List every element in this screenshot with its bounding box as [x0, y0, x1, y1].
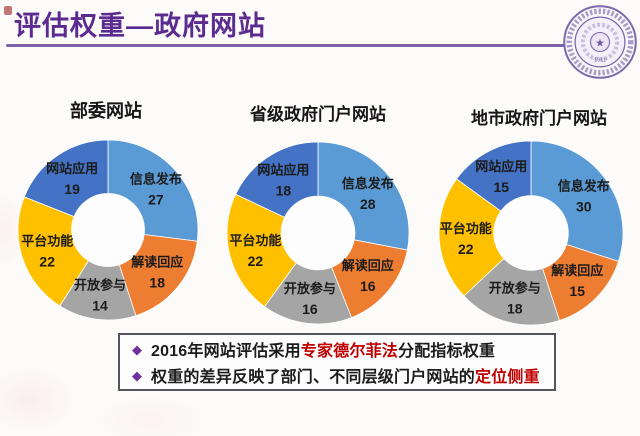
scan-artifact	[4, 6, 12, 15]
slice-label: 平台功能	[21, 234, 73, 249]
slice-label: 开放参与	[489, 280, 541, 295]
note-text: 2016年网站评估采用专家德尔菲法分配指标权重	[151, 337, 495, 361]
note-text: 权重的差异反映了部门、不同层级门户网站的定位侧重	[151, 363, 540, 387]
slice-value: 22	[248, 253, 264, 269]
seal-star-icon: ★	[595, 38, 605, 50]
donut-svg: 信息发布 28 解读回应 16 开放参与 16 平台功能 22 网站应用 18	[226, 141, 410, 325]
donut-svg: 信息发布 27 解读回应 18 开放参与 14 平台功能 22 网站应用 19	[17, 139, 199, 321]
diamond-bullet-icon: ◆	[132, 367, 142, 383]
note-segment-highlight: 定位侧重	[475, 369, 540, 386]
donut-chart-ministry: 信息发布 27 解读回应 18 开放参与 14 平台功能 22 网站应用 19	[0, 120, 218, 340]
university-seal-logo: ★ ·1911·	[563, 5, 637, 79]
donut-chart-provincial: 信息发布 28 解读回应 16 开放参与 16 平台功能 22 网站应用 18	[208, 123, 428, 343]
note-segment-highlight: 专家德尔菲法	[300, 343, 398, 360]
slice-value: 18	[276, 182, 292, 198]
donut-hole	[280, 195, 356, 271]
donut-svg: 信息发布 30 解读回应 15 开放参与 18 平台功能 22 网站应用 15	[438, 140, 624, 326]
donut-hole	[493, 195, 569, 271]
notes-box: ◆ 2016年网站评估采用专家德尔菲法分配指标权重 ◆ 权重的差异反映了部门、不…	[118, 333, 556, 391]
slice-label: 网站应用	[257, 162, 309, 177]
slice-value: 15	[569, 283, 585, 299]
note-item: ◆ 权重的差异反映了部门、不同层级门户网站的定位侧重	[132, 363, 548, 387]
donut-hole	[71, 193, 145, 267]
seal-text-ring	[566, 8, 634, 76]
slice-value: 16	[302, 301, 318, 317]
slice-value: 28	[360, 196, 376, 212]
note-segment: 权重的差异反映了部门、不同层级门户网站的	[151, 369, 476, 386]
slice-label: 平台功能	[229, 233, 281, 248]
page-title: 评估权重—政府网站	[14, 11, 266, 41]
note-segment: 2016年网站评估采用	[151, 343, 301, 360]
slice-label: 网站应用	[475, 159, 527, 174]
donut-slice-开放参与	[59, 229, 137, 321]
seal-petals	[580, 22, 620, 62]
slice-value: 18	[507, 300, 523, 316]
chart-title-municipal: 地市政府门户网站	[471, 109, 607, 128]
note-segment: 分配指标权重	[398, 343, 496, 360]
slice-value: 16	[360, 278, 376, 294]
slice-label: 解读回应	[341, 258, 394, 273]
slice-label: 网站应用	[46, 161, 98, 176]
slice-label: 平台功能	[440, 221, 492, 236]
title-underline	[6, 44, 578, 47]
slice-label: 信息发布	[342, 176, 394, 191]
diamond-bullet-icon: ◆	[132, 341, 142, 357]
seal-year: ·1911·	[592, 57, 607, 63]
slice-value: 15	[494, 179, 510, 195]
note-item: ◆ 2016年网站评估采用专家德尔菲法分配指标权重	[132, 337, 548, 361]
slice-value: 18	[149, 275, 165, 291]
slice-label: 信息发布	[130, 172, 182, 187]
slice-value: 22	[458, 241, 474, 257]
donut-slice-平台功能	[438, 178, 532, 297]
slice-label: 解读回应	[550, 263, 603, 278]
donut-chart-municipal: 信息发布 30 解读回应 15 开放参与 18 平台功能 22 网站应用 15	[421, 123, 640, 343]
slice-value: 22	[39, 254, 55, 270]
chart-title-ministry: 部委网站	[70, 101, 142, 121]
slice-value: 27	[148, 192, 164, 208]
donut-slice-开放参与	[263, 232, 353, 325]
slice-value: 30	[576, 199, 592, 215]
slice-label: 开放参与	[74, 277, 126, 292]
slice-value: 19	[64, 181, 80, 197]
slice-value: 14	[92, 297, 108, 313]
chart-title-provincial: 省级政府门户网站	[250, 105, 386, 124]
slice-label: 开放参与	[284, 281, 336, 296]
slice-label: 解读回应	[130, 255, 183, 270]
slice-label: 信息发布	[558, 179, 610, 194]
